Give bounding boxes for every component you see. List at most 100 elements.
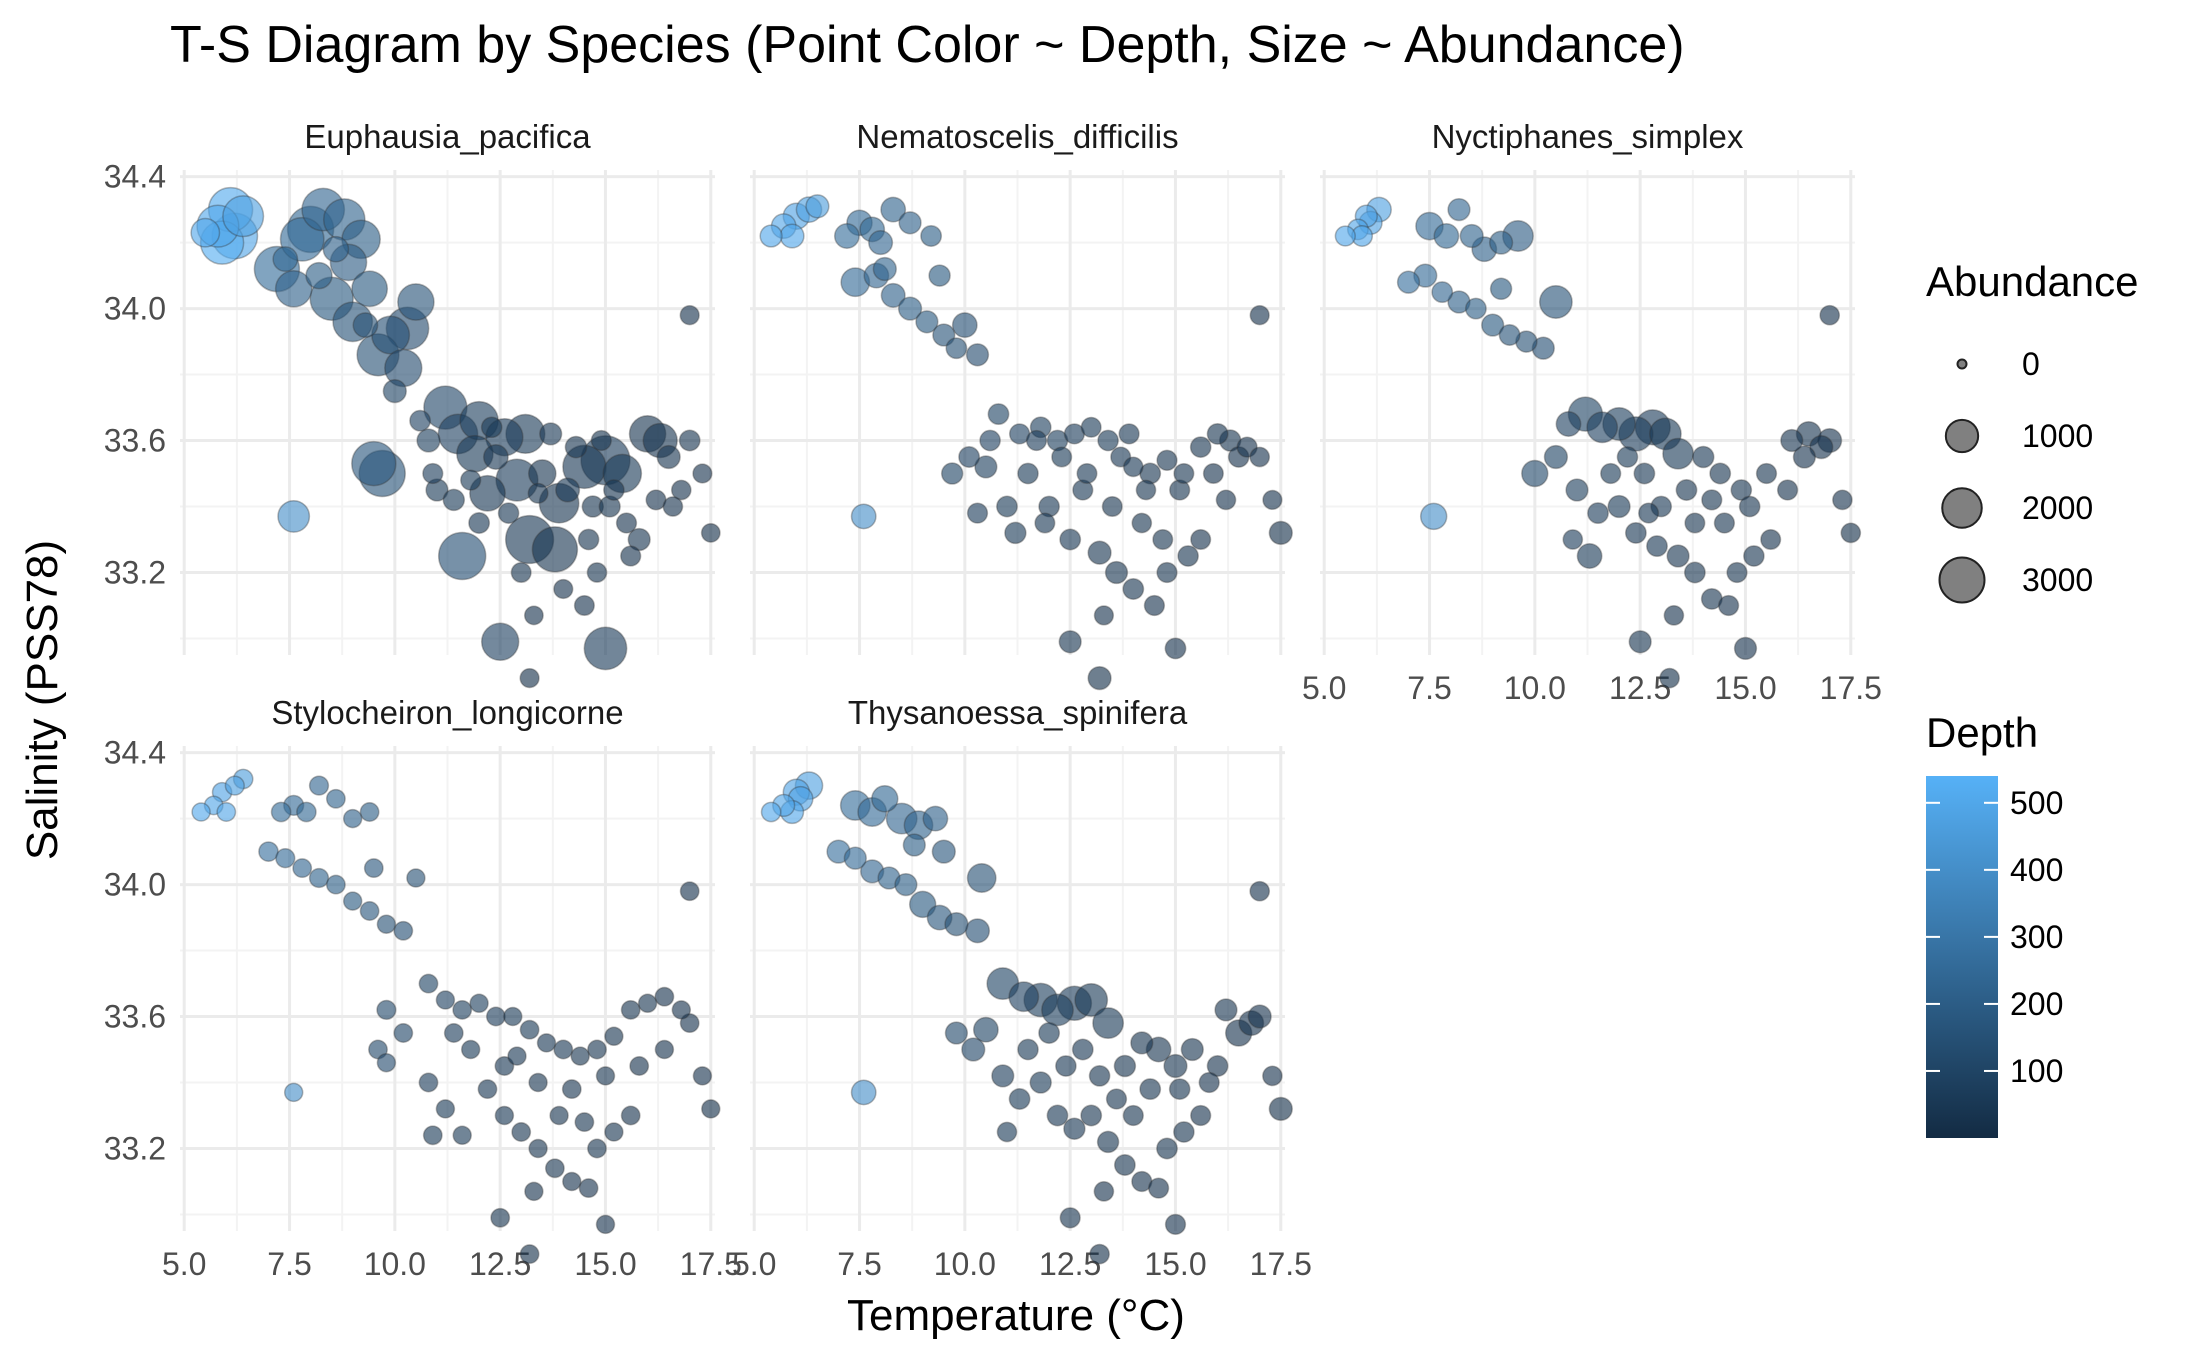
data-point [1521,459,1549,488]
data-point [553,578,574,600]
data-point [1101,495,1123,518]
facet-strip-label: Nyctiphanes_simplex [1432,118,1744,155]
data-point [1093,1181,1115,1202]
data-point [595,1214,616,1235]
data-point [940,462,964,485]
data-point [397,283,435,321]
data-point [1190,528,1212,551]
data-point [880,196,907,223]
data-point [511,1122,532,1142]
data-point [1268,1096,1293,1122]
facet-strip-label: Thysanoessa_spinifera [848,694,1188,731]
data-point [671,1000,692,1020]
data-point [1792,445,1817,469]
data-point [1396,270,1421,294]
data-point [1008,981,1040,1013]
data-point [679,1013,700,1034]
data-point [1743,545,1765,567]
data-point [564,435,588,459]
data-point [871,785,899,813]
data-point [1247,1004,1272,1029]
data-point [322,235,350,263]
data-point [1659,667,1680,689]
data-point [1760,528,1782,551]
data-point [485,1006,506,1027]
data-point [1840,522,1862,544]
data-point [351,440,397,487]
color-legend-label: 200 [2010,986,2063,1022]
data-point [1046,1104,1069,1127]
data-point [1004,521,1027,545]
color-legend-keys: 100 200 300 400 500 [1926,785,2063,1089]
data-point [1038,1022,1061,1044]
data-point [662,496,684,517]
data-point [868,230,894,256]
data-point [1059,1207,1081,1229]
x-tick-label: 10.0 [1504,670,1566,706]
data-point [654,986,675,1007]
data-point [1041,993,1074,1027]
data-point [524,1181,544,1202]
data-point [679,881,700,902]
data-point [701,1099,721,1119]
data-point [1586,411,1619,444]
data-point [1262,1065,1283,1087]
data-point [443,1023,464,1043]
data-point [528,1072,548,1093]
data-point [258,841,279,862]
chart-title: T-S Diagram by Species (Point Color ~ De… [170,16,1685,74]
y-axis-title: Salinity (PSS78) [18,540,67,860]
data-point [1164,1213,1187,1236]
data-point [460,469,482,491]
data-point [1202,462,1224,485]
data-point [416,428,441,453]
data-point [1206,422,1229,445]
data-point [1616,446,1639,468]
size-legend-label: 0 [2022,346,2040,382]
data-point [1206,1055,1229,1077]
data-point [480,416,503,439]
data-point [1755,462,1778,485]
color-legend-label: 500 [2010,785,2063,821]
data-point [1819,304,1841,326]
data-point [583,626,628,671]
data-point [1163,1053,1188,1079]
data-point [437,531,487,581]
x-tick-label: 15.0 [574,1246,636,1282]
y-tick-label: 33.2 [104,555,166,591]
data-point [460,1039,481,1060]
data-point [595,1066,616,1086]
data-point [1780,428,1804,453]
x-tick-label: 10.0 [934,1246,996,1282]
data-point [272,246,299,273]
data-point [1459,223,1484,249]
data-point [1433,223,1460,249]
depth-colorbar [1926,776,1998,1138]
data-point [574,1112,595,1133]
data-point [991,1064,1015,1088]
data-point [1249,446,1271,468]
data-point [1481,313,1505,337]
data-point [480,622,520,662]
color-legend-title: Depth [1926,709,2038,756]
data-point [1139,1078,1162,1101]
data-point [1147,1177,1170,1199]
y-tick-label: 33.6 [104,423,166,459]
data-point [1447,197,1471,222]
data-point [627,527,651,552]
data-point [578,1178,599,1199]
x-tick-label: 7.5 [837,1246,881,1282]
data-point [1105,1088,1128,1110]
data-point [902,833,926,857]
y-tick-label: 34.0 [104,867,166,903]
data-point [678,429,701,452]
size-legend-label: 2000 [2022,490,2093,526]
data-point [1087,540,1112,565]
x-tick-label: 7.5 [1407,670,1451,706]
data-point [442,488,466,512]
data-point [1080,1104,1103,1127]
data-point [191,802,211,822]
data-point [536,1033,557,1053]
data-point [527,482,549,504]
data-point [1489,277,1513,301]
